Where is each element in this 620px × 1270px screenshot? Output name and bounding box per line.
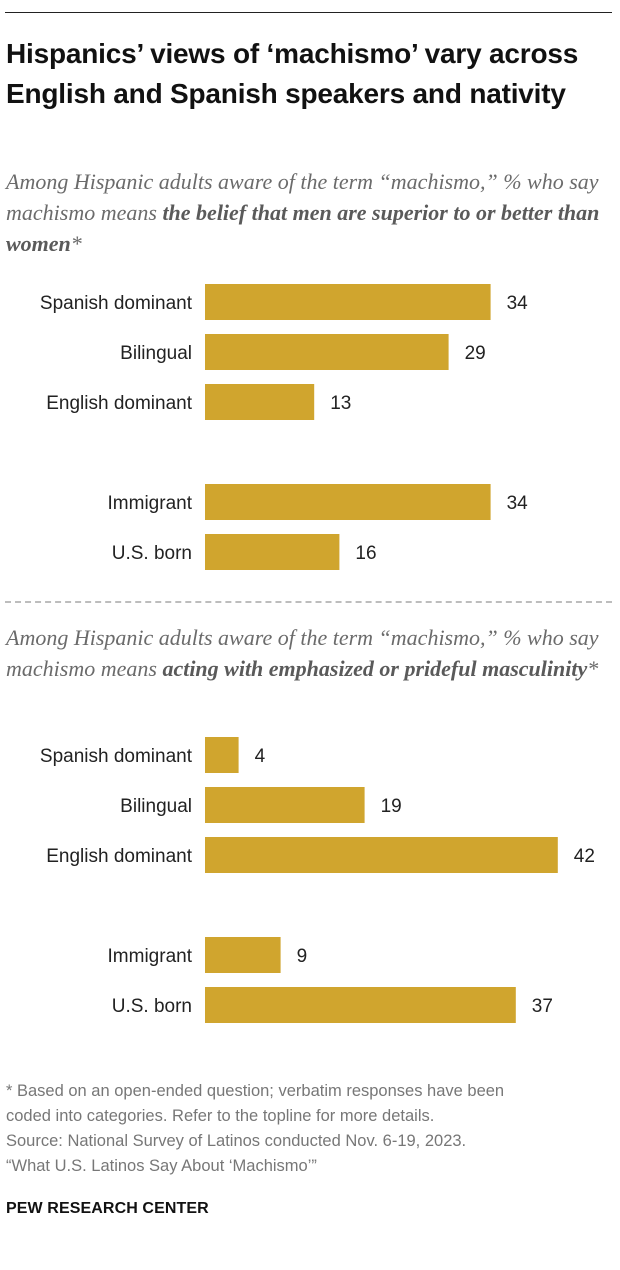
bar-u-s-born	[205, 987, 516, 1023]
value-label-immigrant: 34	[507, 493, 529, 514]
bar-immigrant	[205, 937, 281, 973]
bar-spanish-dominant	[205, 284, 491, 320]
value-label-bilingual: 19	[381, 796, 402, 817]
bar-bilingual	[205, 787, 365, 823]
value-label-immigrant: 9	[297, 946, 308, 967]
chart-notes: * Based on an open-ended question; verba…	[6, 1079, 616, 1179]
bar-english-dominant	[205, 384, 315, 420]
panel-1-subtitle-text: Among Hispanic adults aware of the term …	[6, 169, 599, 225]
category-label-u-s-born: U.S. born	[112, 543, 192, 564]
value-label-u-s-born: 37	[532, 996, 553, 1017]
pew-logo-text: PEW RESEARCH CENTER	[6, 1200, 209, 1217]
chart-panel-2: Spanish dominant 4 Bilingual 19 English domi…	[0, 733, 620, 1033]
chart-panel-1: Spanish dominant 34 Bilingual 29 English dom…	[0, 280, 620, 580]
bar-chart-1: Spanish dominant 34 Bilingual 29 English dom…	[40, 284, 529, 570]
category-label-bilingual: Bilingual	[120, 343, 192, 364]
panel-2-subtitle-text: Among Hispanic adults aware of the term …	[6, 625, 599, 681]
report-title: “What U.S. Latinos Say About ‘Machismo’”	[6, 1157, 317, 1175]
source-note: Source: National Survey of Latinos condu…	[6, 1132, 467, 1150]
top-rule	[5, 12, 612, 13]
panel-1-subtitle-asterisk: *	[70, 231, 82, 256]
value-label-bilingual: 29	[465, 343, 486, 364]
value-label-spanish-dominant: 4	[255, 746, 266, 767]
category-label-spanish-dominant: Spanish dominant	[40, 746, 193, 767]
bar-spanish-dominant	[205, 737, 239, 773]
value-label-english-dominant: 42	[574, 846, 595, 867]
chart-title: Hispanics’ views of ‘machismo’ vary acro…	[6, 38, 579, 109]
category-label-english-dominant: English dominant	[46, 393, 192, 414]
bar-bilingual	[205, 334, 449, 370]
footnote-line-2: coded into categories. Refer to the topl…	[6, 1107, 435, 1125]
category-label-bilingual: Bilingual	[120, 796, 192, 817]
category-label-english-dominant: English dominant	[46, 846, 192, 867]
panel-1-subtitle-emphasis: the belief that men are superior to or b…	[6, 200, 600, 256]
panel-2-subtitle-emphasis: acting with emphasized or prideful mascu…	[162, 656, 588, 681]
bar-u-s-born	[205, 534, 340, 570]
panel-2-subtitle: Among Hispanic adults aware of the term …	[6, 622, 616, 684]
panel-divider	[5, 601, 612, 603]
panel-2-subtitle-asterisk: *	[587, 656, 599, 681]
bar-immigrant	[205, 484, 491, 520]
category-label-immigrant: Immigrant	[108, 946, 193, 967]
bar-english-dominant	[205, 837, 558, 873]
panel-1-subtitle: Among Hispanic adults aware of the term …	[6, 166, 616, 259]
value-label-spanish-dominant: 34	[507, 293, 529, 314]
footnote-line-1: * Based on an open-ended question; verba…	[6, 1082, 505, 1100]
value-label-u-s-born: 16	[355, 543, 376, 564]
category-label-immigrant: Immigrant	[108, 493, 193, 514]
value-label-english-dominant: 13	[330, 393, 351, 414]
category-label-spanish-dominant: Spanish dominant	[40, 293, 193, 314]
bar-chart-2: Spanish dominant 4 Bilingual 19 English domi…	[40, 737, 595, 1023]
category-label-u-s-born: U.S. born	[112, 996, 192, 1017]
